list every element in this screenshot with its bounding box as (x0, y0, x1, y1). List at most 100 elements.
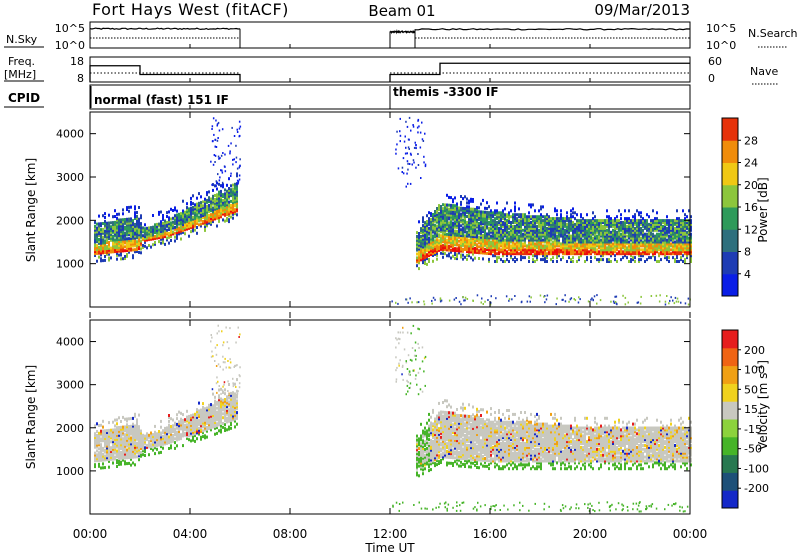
velocity-cell (152, 444, 154, 448)
power-cell (506, 226, 508, 230)
power-cell (444, 234, 446, 238)
power-cell (464, 216, 466, 220)
power-cell (112, 246, 114, 250)
power-cell (520, 244, 522, 248)
power-cell (564, 219, 566, 223)
power-cell (488, 240, 490, 244)
power-cell (98, 251, 100, 255)
velocity-cell (110, 434, 112, 438)
power-cell (498, 226, 500, 230)
velocity-cell (178, 431, 180, 435)
power-cell (442, 209, 444, 212)
power-cell (458, 222, 460, 226)
velocity-cell (124, 437, 126, 441)
power-cell (144, 240, 146, 244)
power-cell (132, 225, 134, 228)
power-cell (620, 250, 622, 254)
power-cell (514, 219, 516, 223)
power-cell (624, 244, 626, 248)
power-cell (622, 221, 624, 224)
power-cell (628, 224, 630, 228)
power-cell (608, 242, 610, 246)
power-cell (655, 294, 658, 297)
velocity-cell (140, 439, 142, 443)
power-cell (622, 244, 624, 248)
power-cell (562, 222, 564, 226)
power-cell (481, 297, 483, 300)
power-cell (500, 236, 502, 240)
power-cell (140, 222, 142, 226)
power-cell (426, 239, 428, 243)
power-cell (648, 228, 650, 232)
power-cell (480, 224, 482, 227)
power-cell (684, 222, 686, 226)
power-cell (596, 230, 598, 234)
velocity-cell (102, 452, 104, 456)
power-cell (574, 228, 576, 232)
power-cell (604, 234, 606, 238)
power-cell (666, 232, 668, 236)
power-cell (422, 140, 425, 142)
power-cell (578, 226, 580, 230)
power-cell (622, 232, 624, 236)
power-cell (494, 219, 496, 223)
power-cell (484, 226, 486, 230)
velocity-cell (116, 465, 118, 468)
power-cell (486, 207, 488, 210)
power-cell (676, 217, 678, 221)
power-cell (476, 219, 478, 223)
power-cell (578, 221, 580, 224)
power-cell (608, 221, 610, 224)
power-cell (678, 230, 680, 234)
power-cell (219, 176, 221, 179)
power-cell (656, 260, 658, 263)
velocity-cell (196, 414, 198, 417)
velocity-cell (104, 433, 106, 437)
power-cell (462, 238, 464, 242)
power-cell (235, 156, 238, 159)
power-cell (522, 215, 524, 219)
power-cell (172, 222, 174, 226)
power-cell (436, 210, 438, 214)
power-cell (178, 220, 180, 224)
power-cell (624, 252, 626, 256)
power-cell (674, 296, 677, 299)
power-cell (470, 207, 472, 211)
power-cell (664, 226, 666, 230)
velocity-cell (140, 429, 142, 433)
power-cell (198, 209, 200, 213)
power-cell (486, 244, 488, 248)
power-cell (478, 241, 480, 245)
power-cell (594, 224, 596, 228)
power-cell (516, 246, 518, 250)
power-cell (102, 251, 104, 255)
velocity-cell (124, 462, 126, 466)
power-cell (154, 223, 156, 227)
power-cell (204, 215, 206, 219)
power-cell (572, 207, 574, 211)
power-cell (684, 246, 686, 250)
power-cell (474, 227, 476, 231)
power-cell (452, 213, 454, 217)
power-cell (217, 155, 220, 158)
power-cell (470, 236, 472, 240)
power-cell (672, 228, 674, 232)
velocity-cell (174, 423, 176, 427)
power-cell (638, 224, 640, 228)
power-cell (144, 233, 146, 237)
frequency-line (89, 62, 690, 82)
power-cell (439, 298, 442, 301)
power-cell (458, 206, 460, 210)
power-cell (124, 255, 126, 258)
power-cell (136, 250, 138, 253)
velocity-cell (124, 417, 126, 421)
power-cell (202, 214, 204, 217)
power-cell (510, 240, 512, 244)
power-cell (637, 301, 640, 304)
power-cell (460, 218, 462, 222)
velocity-cell (98, 462, 100, 466)
power-cell (542, 240, 544, 244)
power-cell (104, 258, 106, 262)
power-cell (472, 199, 474, 203)
power-cell (438, 215, 440, 219)
